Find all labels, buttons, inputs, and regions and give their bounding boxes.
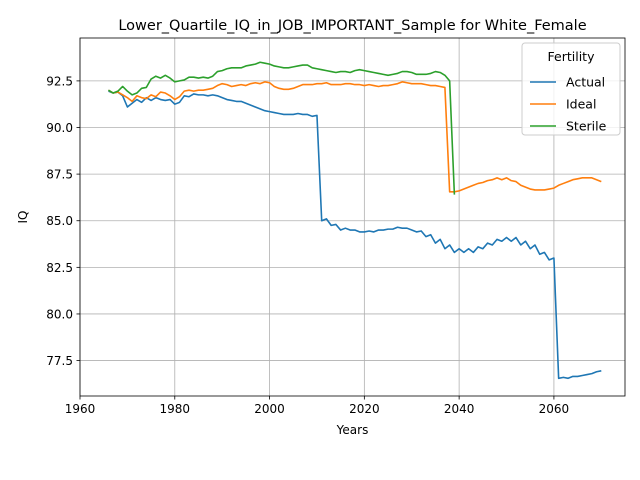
series-line-sterile [108,61,456,195]
y-tick-label: 92.5 [46,74,73,88]
legend-label-actual: Actual [566,75,605,90]
y-tick-label: 90.0 [46,121,73,135]
legend-title: Fertility [548,49,596,64]
y-axis-title: IQ [16,211,30,224]
series-line-actual [108,90,602,380]
series-line-ideal [108,81,602,193]
y-tick-label: 82.5 [46,261,73,275]
plot-lines [108,61,602,380]
y-tick-label: 80.0 [46,307,73,321]
x-axis-ticks: 1960 1980 2000 2020 2040 2060 [65,396,569,416]
plot-area-frame [79,37,626,397]
chart-title: Lower_Quartile_IQ_in_JOB_IMPORTANT_Sampl… [118,18,586,34]
y-tick-label: 85.0 [46,214,73,228]
x-tick-label: 2040 [444,402,475,416]
x-tick-label: 2060 [539,402,570,416]
y-tick-label: 87.5 [46,168,73,182]
x-tick-label: 2020 [349,402,380,416]
y-tick-label: 77.5 [46,354,73,368]
legend-label-sterile: Sterile [566,119,607,134]
x-tick-label: 2000 [254,402,285,416]
x-axis-title: Years [336,423,369,437]
legend-label-ideal: Ideal [566,97,596,112]
y-axis-ticks: 77.5 80.0 82.5 85.0 87.5 90.0 92.5 [46,74,80,368]
x-tick-label: 1980 [160,402,191,416]
x-tick-label: 1960 [65,402,96,416]
legend-box [521,42,621,136]
legend: Fertility Actual Ideal Sterile [521,42,621,136]
